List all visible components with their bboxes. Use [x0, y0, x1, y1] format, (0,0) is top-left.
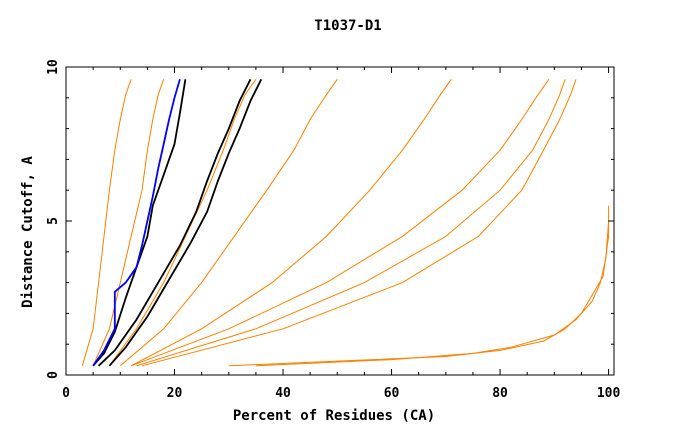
x-axis-title: Percent of Residues (CA) — [233, 408, 435, 424]
series-line-orange-9 — [255, 220, 610, 367]
y-axis-ticks: 0 5 10 — [46, 59, 614, 379]
series-line-orange-8 — [228, 205, 610, 367]
series-line-orange-6 — [136, 79, 566, 367]
x-tick-label: 20 — [167, 386, 183, 401]
x-tick-label: 100 — [597, 386, 621, 401]
x-tick-label: 60 — [384, 386, 400, 401]
plot-lines — [81, 78, 610, 367]
x-tick-label: 0 — [62, 386, 70, 401]
y-tick-label: 10 — [46, 59, 61, 75]
series-line-orange-1 — [92, 79, 165, 367]
series-line-blue-13 — [92, 79, 181, 367]
x-tick-label: 80 — [492, 386, 508, 401]
series-line-orange-7 — [141, 79, 577, 367]
series-line-orange-0 — [81, 79, 132, 366]
y-tick-label: 5 — [46, 217, 61, 225]
x-tick-label: 40 — [275, 386, 291, 401]
y-tick-label: 0 — [46, 371, 61, 379]
series-line-orange-4 — [130, 79, 452, 367]
chart-title: T1037-D1 — [314, 18, 381, 34]
series-line-black-12 — [108, 78, 263, 367]
series-line-orange-3 — [119, 79, 338, 367]
series-line-black-11 — [97, 78, 252, 367]
y-axis-title: Distance Cutoff, A — [20, 156, 36, 308]
series-line-orange-2 — [108, 79, 257, 367]
x-axis-ticks: 0 20 40 60 80 100 — [62, 67, 620, 401]
series-line-orange-5 — [130, 79, 550, 367]
series-line-black-10 — [92, 79, 187, 367]
